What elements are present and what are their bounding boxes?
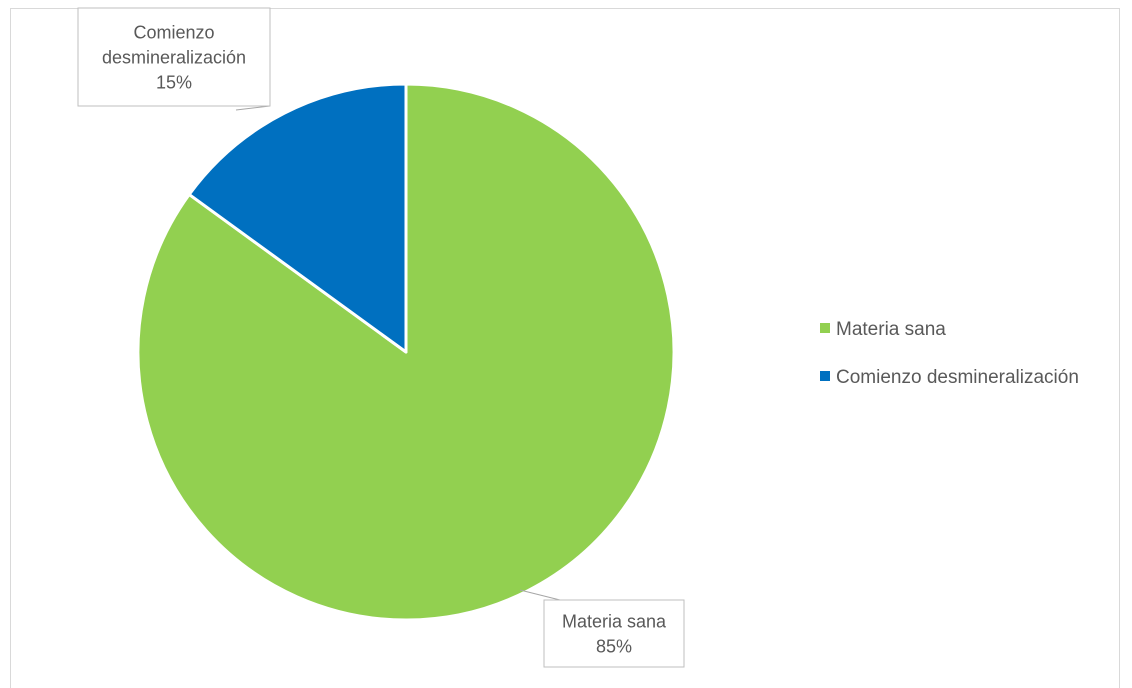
data-label-box (543, 599, 685, 668)
data-label-box (77, 7, 271, 107)
data-label-value: 85% (596, 637, 632, 657)
data-label-materia-sana: Materia sana 85% (519, 589, 685, 668)
chart-border (10, 8, 1120, 688)
data-label-category: desmineralización (102, 48, 246, 68)
pie-slice-comienzo-desmineralizacion (187, 82, 408, 354)
leader-line (519, 589, 561, 601)
legend-swatch-comienzo-desmineralizacion (820, 371, 830, 381)
legend-swatch-materia-sana (820, 323, 830, 333)
leader-line (235, 105, 271, 111)
legend: Materia sana Comienzo desmineralización (820, 319, 1079, 388)
legend-label-comienzo-desmineralizacion: Comienzo desmineralización (836, 367, 1079, 388)
data-label-value: 15% (156, 73, 192, 93)
legend-label-materia-sana: Materia sana (836, 319, 946, 340)
data-label-category: Materia sana (562, 612, 667, 632)
data-label-category: Comienzo (133, 23, 214, 43)
data-label-comienzo-desmineralizacion: Comienzo desmineralización 15% (77, 7, 271, 111)
